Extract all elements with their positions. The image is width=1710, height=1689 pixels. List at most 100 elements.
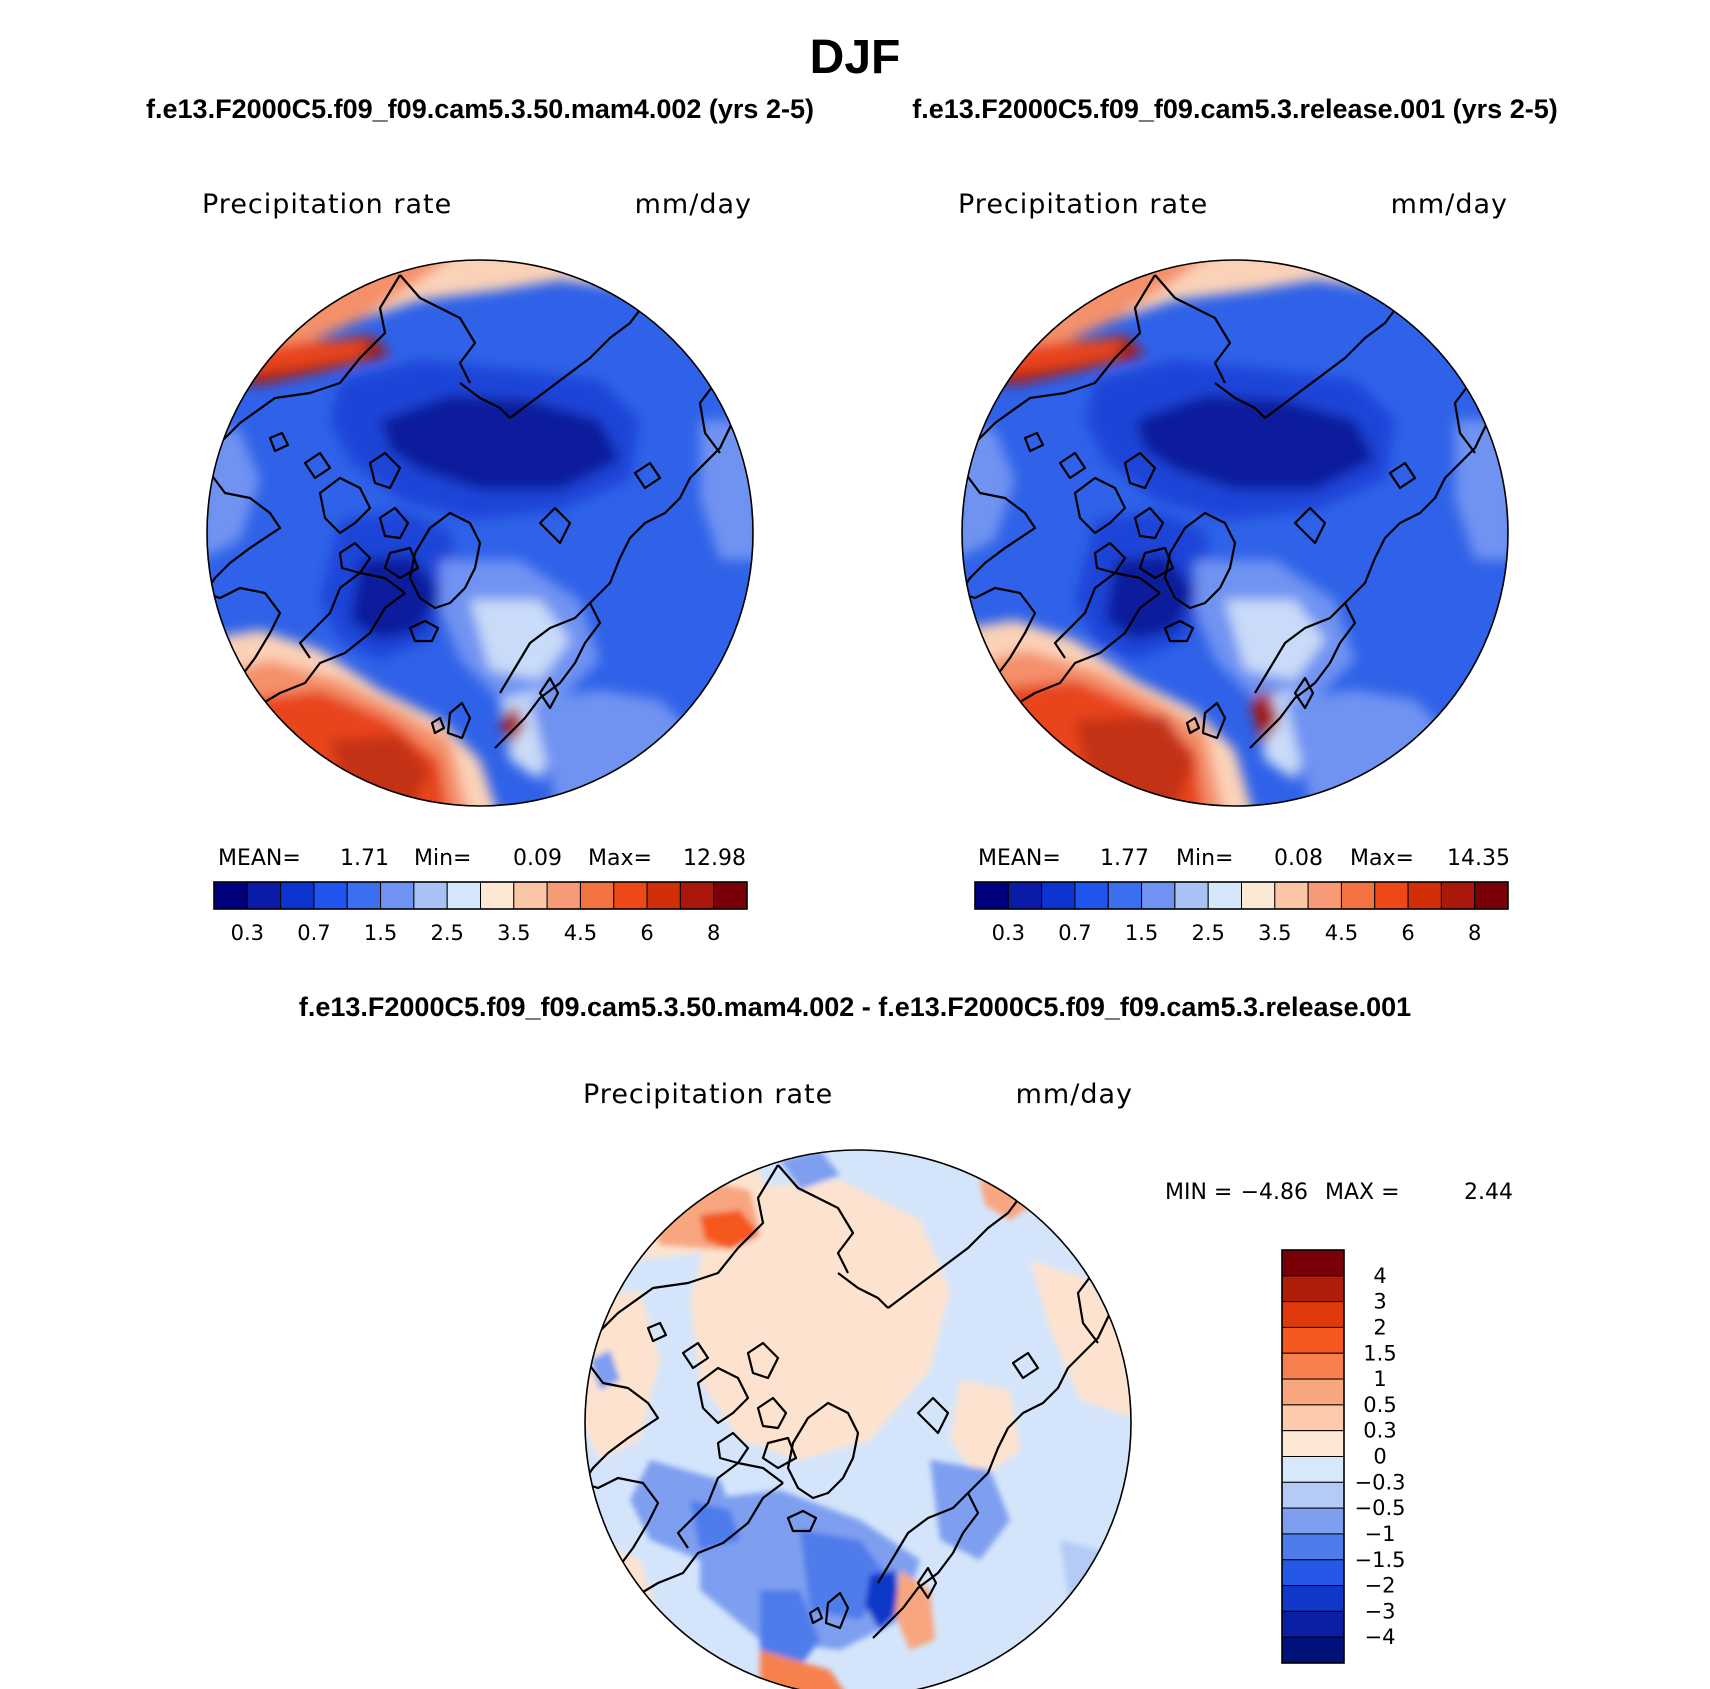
left-max-value: 12.98	[683, 846, 746, 871]
diff-colorbar-tick-label: 0.3	[1363, 1419, 1396, 1443]
right-min-label: Min=	[1176, 846, 1233, 871]
right-colorbar-swatch	[1141, 881, 1176, 910]
left-colorbar-tick-label: 2.5	[430, 921, 463, 945]
left-colorbar-tick-label: 0.7	[297, 921, 330, 945]
diff-colorbar-swatch	[1281, 1610, 1345, 1638]
left-min-value: 0.09	[513, 846, 562, 871]
diff-colorbar-swatch	[1281, 1378, 1345, 1406]
diff-colorbar-swatch	[1281, 1481, 1345, 1509]
right-colorbar-tick-label: 4.5	[1325, 921, 1358, 945]
diff-colorbar-tick-label: −0.3	[1355, 1470, 1406, 1494]
right-units-label: mm/day	[1391, 189, 1508, 220]
right-case-title: f.e13.F2000C5.f09_f09.cam5.3.release.001…	[912, 94, 1557, 124]
diff-colorbar-swatch	[1281, 1533, 1345, 1561]
diff-colorbar-tick-label: −4	[1365, 1625, 1396, 1649]
right-mean-label: MEAN=	[978, 846, 1061, 871]
diff-colorbar-tick-label: 4	[1373, 1264, 1386, 1288]
diff-colorbar-swatch	[1281, 1301, 1345, 1328]
diff-colorbar-swatch	[1281, 1275, 1345, 1303]
left-colorbar-swatch	[713, 881, 748, 910]
right-min-value: 0.08	[1274, 846, 1323, 871]
left-polar-map	[206, 259, 754, 807]
right-colorbar-swatch	[1041, 881, 1076, 910]
right-max-value: 14.35	[1447, 846, 1510, 871]
right-colorbar-tick-label: 8	[1468, 921, 1481, 945]
diff-colorbar-swatch	[1281, 1585, 1345, 1612]
difference-polar-map	[584, 1149, 1132, 1689]
left-units-label: mm/day	[635, 189, 752, 220]
left-colorbar-swatch	[280, 881, 315, 910]
left-colorbar-swatch	[579, 881, 615, 910]
diff-colorbar-frame	[1281, 1249, 1345, 1664]
diff-min-label: MIN =	[1165, 1180, 1232, 1205]
left-colorbar-frame	[213, 881, 748, 910]
diff-colorbar-tick-label: −1	[1365, 1522, 1396, 1546]
left-colorbar-tick-label: 4.5	[564, 921, 597, 945]
diff-colorbar-tick-label: −1.5	[1355, 1548, 1406, 1572]
right-colorbar-swatch	[974, 881, 1009, 910]
right-colorbar-swatch	[1307, 881, 1342, 910]
right-max-label: Max=	[1350, 846, 1414, 871]
right-colorbar-swatch	[1241, 881, 1276, 910]
diff-units-label: mm/day	[1016, 1079, 1133, 1110]
right-colorbar-swatch	[1174, 881, 1209, 910]
diff-colorbar-swatch	[1281, 1559, 1345, 1587]
diff-colorbar-tick-label: 0.5	[1363, 1393, 1396, 1417]
left-case-title: f.e13.F2000C5.f09_f09.cam5.3.50.mam4.002…	[146, 94, 814, 124]
diff-colorbar-swatch	[1281, 1326, 1345, 1354]
diff-colorbar-tick-label: 2	[1373, 1315, 1386, 1339]
left-colorbar-tick-label: 6	[640, 921, 653, 945]
left-colorbar-swatch	[613, 881, 648, 910]
diff-variable-label: Precipitation rate	[583, 1079, 833, 1110]
left-colorbar: 0.3 0.7 1.5 2.5 3.5 4.5 6 8	[213, 881, 748, 945]
diff-colorbar-tick-label: 1.5	[1363, 1341, 1396, 1365]
right-colorbar: 0.3 0.7 1.5 2.5 3.5 4.5 6 8	[974, 881, 1509, 945]
left-mean-label: MEAN=	[218, 846, 301, 871]
diff-colorbar-swatch	[1281, 1456, 1345, 1483]
right-colorbar-tick-label: 2.5	[1191, 921, 1224, 945]
left-colorbar-tick-label: 3.5	[497, 921, 530, 945]
right-colorbar-swatch	[1074, 881, 1109, 910]
left-colorbar-swatch	[246, 881, 282, 910]
left-colorbar-swatch	[446, 881, 481, 910]
left-max-label: Max=	[588, 846, 652, 871]
diff-colorbar-swatch	[1281, 1352, 1345, 1380]
right-colorbar-swatch	[1007, 881, 1043, 910]
diff-colorbar-tick-label: −0.5	[1355, 1496, 1406, 1520]
diff-colorbar-tick-label: −2	[1365, 1574, 1396, 1598]
right-variable-label: Precipitation rate	[958, 189, 1208, 220]
right-colorbar-swatch	[1207, 881, 1242, 910]
right-colorbar-swatch	[1274, 881, 1309, 910]
right-colorbar-swatch	[1407, 881, 1442, 910]
left-colorbar-swatch	[679, 881, 715, 910]
left-colorbar-swatch	[480, 881, 515, 910]
right-colorbar-tick-label: 6	[1401, 921, 1414, 945]
diff-max-value: 2.44	[1464, 1180, 1513, 1205]
right-colorbar-swatch	[1340, 881, 1376, 910]
left-colorbar-tick-label: 8	[707, 921, 720, 945]
diff-colorbar-tick-label: −3	[1365, 1599, 1396, 1623]
diff-colorbar-swatch	[1281, 1507, 1345, 1535]
left-colorbar-swatch	[646, 881, 681, 910]
diff-colorbar-swatch	[1281, 1404, 1345, 1432]
diff-colorbar-tick-label: 1	[1373, 1367, 1386, 1391]
right-colorbar-swatch	[1107, 881, 1143, 910]
right-colorbar-swatch	[1474, 881, 1509, 910]
right-colorbar-frame	[974, 881, 1509, 910]
right-colorbar-tick-label: 0.3	[992, 921, 1025, 945]
right-stats: MEAN= 1.77 Min= 0.08 Max= 14.35	[978, 846, 1510, 871]
left-colorbar-swatch	[313, 881, 348, 910]
left-colorbar-tick-label: 0.3	[231, 921, 264, 945]
right-colorbar-tick-label: 3.5	[1258, 921, 1291, 945]
left-mean-value: 1.71	[340, 846, 389, 871]
right-colorbar-swatch	[1440, 881, 1476, 910]
diff-colorbar-tick-label: 0	[1373, 1445, 1386, 1469]
left-variable-label: Precipitation rate	[202, 189, 452, 220]
right-colorbar-swatch	[1374, 881, 1409, 910]
right-mean-value: 1.77	[1100, 846, 1149, 871]
diff-colorbar-swatch	[1281, 1636, 1345, 1664]
right-colorbar-tick-label: 0.7	[1058, 921, 1091, 945]
season-title: DJF	[810, 31, 901, 84]
